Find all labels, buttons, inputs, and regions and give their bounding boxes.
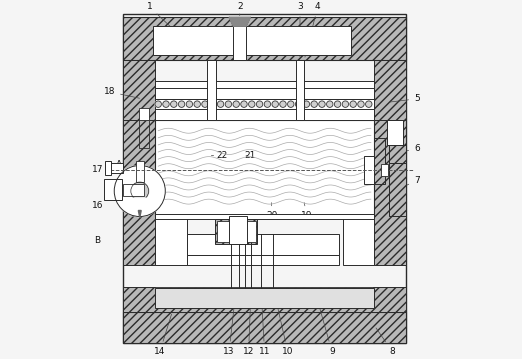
Circle shape <box>194 101 200 107</box>
Bar <box>387 120 403 145</box>
Bar <box>155 85 374 99</box>
Circle shape <box>225 101 232 107</box>
Circle shape <box>272 101 278 107</box>
Bar <box>139 120 149 149</box>
Text: 21: 21 <box>245 151 256 160</box>
Circle shape <box>202 101 208 107</box>
Text: 10: 10 <box>274 291 293 356</box>
Bar <box>155 81 374 88</box>
Text: A: A <box>400 160 406 169</box>
Circle shape <box>248 101 255 107</box>
Text: B: B <box>94 236 100 245</box>
Text: 6: 6 <box>389 144 420 155</box>
Text: 20: 20 <box>266 202 277 220</box>
Bar <box>155 216 186 265</box>
Polygon shape <box>134 198 146 210</box>
Bar <box>155 289 374 308</box>
Bar <box>388 163 406 216</box>
Text: 4: 4 <box>305 2 321 57</box>
Circle shape <box>311 101 317 107</box>
Bar <box>123 184 144 196</box>
Text: 2: 2 <box>237 2 243 15</box>
Bar <box>155 99 374 109</box>
Text: 5: 5 <box>389 94 420 103</box>
Circle shape <box>303 101 310 107</box>
Circle shape <box>319 101 325 107</box>
Text: 8: 8 <box>376 328 395 356</box>
Bar <box>123 312 406 344</box>
Bar <box>123 120 155 265</box>
Text: 1: 1 <box>147 2 181 37</box>
Circle shape <box>114 165 165 216</box>
Bar <box>215 219 257 244</box>
Circle shape <box>288 101 294 107</box>
Circle shape <box>327 101 333 107</box>
Circle shape <box>256 101 263 107</box>
Polygon shape <box>138 210 141 218</box>
Bar <box>186 234 339 255</box>
Bar <box>207 60 216 120</box>
Bar <box>364 155 374 184</box>
Bar <box>155 120 374 216</box>
Bar <box>229 216 247 244</box>
Circle shape <box>163 101 169 107</box>
Bar <box>123 287 406 312</box>
Bar <box>104 178 122 200</box>
Text: 16: 16 <box>91 198 108 210</box>
Text: 9: 9 <box>315 291 335 356</box>
Bar <box>374 60 406 120</box>
Circle shape <box>241 101 247 107</box>
Circle shape <box>295 101 302 107</box>
Circle shape <box>264 101 270 107</box>
Bar <box>233 26 246 60</box>
Text: 22: 22 <box>211 151 228 160</box>
Polygon shape <box>229 17 251 26</box>
Bar <box>123 17 406 60</box>
Circle shape <box>186 101 193 107</box>
Circle shape <box>171 101 177 107</box>
Circle shape <box>155 101 161 107</box>
Bar <box>342 216 374 265</box>
Bar <box>123 60 155 120</box>
Bar <box>381 164 388 176</box>
Circle shape <box>179 101 185 107</box>
Text: 13: 13 <box>223 291 236 356</box>
Bar <box>123 14 406 344</box>
Bar <box>388 145 406 163</box>
Text: 7: 7 <box>389 176 420 194</box>
Bar <box>105 163 123 173</box>
Text: 19: 19 <box>301 202 313 220</box>
Text: A: A <box>115 160 122 169</box>
Bar <box>155 109 374 120</box>
Bar <box>374 138 385 184</box>
Circle shape <box>365 101 372 107</box>
Circle shape <box>280 101 286 107</box>
Text: 14: 14 <box>155 314 172 356</box>
Bar <box>139 108 149 120</box>
Circle shape <box>233 101 240 107</box>
Circle shape <box>217 101 224 107</box>
Circle shape <box>335 101 341 107</box>
Circle shape <box>210 101 216 107</box>
Bar <box>186 255 339 265</box>
Bar <box>105 161 111 175</box>
Text: 12: 12 <box>243 291 254 356</box>
Text: 3: 3 <box>297 2 303 57</box>
Bar <box>374 120 406 265</box>
Text: 11: 11 <box>259 291 270 356</box>
Bar <box>153 26 351 55</box>
Text: 17: 17 <box>91 165 109 174</box>
Circle shape <box>358 101 364 107</box>
Circle shape <box>342 101 349 107</box>
Circle shape <box>350 101 357 107</box>
Bar <box>155 214 374 219</box>
Bar <box>136 161 144 182</box>
Bar <box>217 221 256 242</box>
Circle shape <box>131 182 149 200</box>
Text: 18: 18 <box>103 87 139 98</box>
Bar <box>296 60 304 120</box>
